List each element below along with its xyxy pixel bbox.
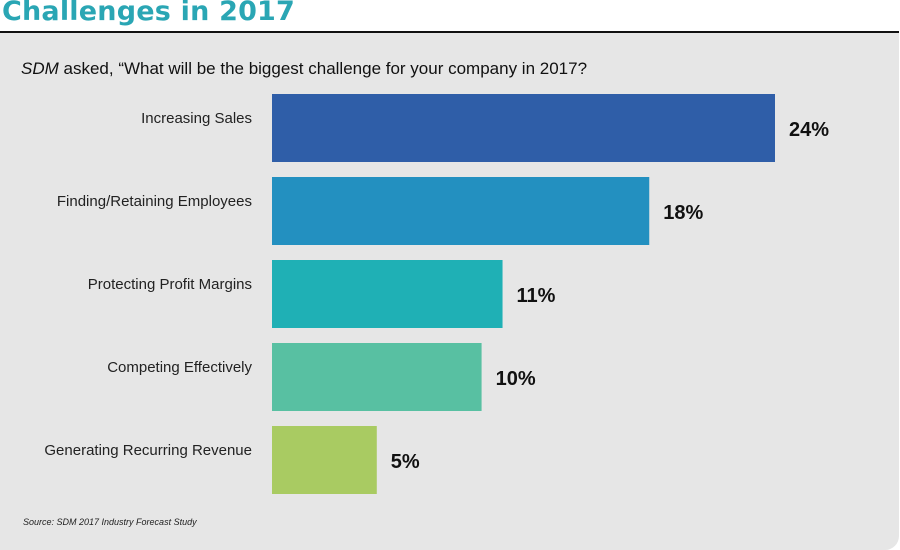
value-label: 24% bbox=[789, 119, 829, 141]
bar-2 bbox=[272, 177, 650, 245]
bar-chart: Increasing Sales 24% Finding/Retaining Emp… bbox=[44, 94, 829, 494]
category-label: Increasing Sales bbox=[141, 110, 252, 127]
bar-3 bbox=[272, 260, 503, 328]
chart-title: Challenges in 2017 bbox=[2, 0, 296, 27]
bar-5 bbox=[272, 426, 377, 494]
question-publication: SDM bbox=[21, 59, 59, 78]
bar-4 bbox=[272, 343, 482, 411]
source-note: Source: SDM 2017 Industry Forecast Study bbox=[23, 517, 197, 527]
question-text: asked, “What will be the biggest challen… bbox=[58, 59, 588, 78]
category-label: Generating Recurring Revenue bbox=[44, 442, 252, 459]
survey-question: SDM asked, “What will be the biggest cha… bbox=[21, 59, 587, 79]
value-label: 11% bbox=[517, 285, 556, 307]
category-label: Competing Effectively bbox=[107, 359, 252, 376]
value-label: 18% bbox=[663, 202, 703, 224]
value-label: 5% bbox=[391, 451, 420, 473]
bar-1 bbox=[272, 94, 775, 162]
category-label: Finding/Retaining Employees bbox=[57, 193, 252, 210]
value-label: 10% bbox=[496, 368, 536, 390]
category-label: Protecting Profit Margins bbox=[88, 276, 252, 293]
